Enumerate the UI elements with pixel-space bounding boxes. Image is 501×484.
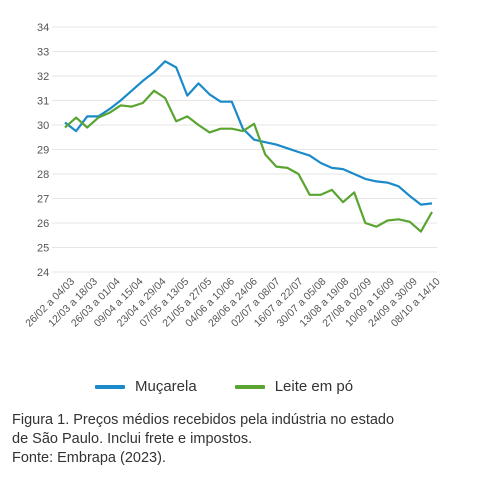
series-line-mucarela [64, 60, 433, 206]
line-chart: 24 25 26 27 28 29 30 31 32 33 34 26/02 a 04/0312/0… [23, 22, 443, 330]
series-line-leite-em-po [64, 89, 433, 233]
y-tick-label: 33 [37, 47, 49, 59]
legend-swatch-mucarela [95, 384, 125, 389]
y-tick-label: 30 [37, 120, 49, 132]
figure-caption: Figura 1. Preços médios recebidos pela i… [12, 411, 492, 468]
y-tick-label: 25 [37, 243, 49, 255]
legend-label-leite-em-po: Leite em pó [274, 378, 354, 395]
y-tick-label: 34 [37, 22, 49, 34]
y-tick-label: 27 [37, 194, 49, 206]
legend-swatch-leite-em-po [234, 384, 265, 389]
y-tick-label: 24 [37, 267, 49, 279]
series-lines [64, 60, 433, 233]
legend-item-leite-em-po: Leite em pó [234, 378, 354, 395]
legend: Muçarela Leite em pó [95, 378, 391, 395]
caption-line-2: de São Paulo. Inclui frete e impostos. [12, 431, 253, 447]
legend-item-mucarela: Muçarela [95, 378, 197, 395]
gridlines [52, 26, 437, 273]
y-tick-label: 28 [37, 169, 49, 181]
caption-line-1: Figura 1. Preços médios recebidos pela i… [12, 412, 395, 428]
caption-line-3: Fonte: Embrapa (2023). [12, 450, 166, 466]
y-tick-label: 29 [37, 145, 49, 157]
y-tick-label: 31 [37, 96, 49, 108]
y-tick-label: 26 [37, 218, 49, 230]
y-tick-label: 32 [37, 71, 49, 83]
legend-label-mucarela: Muçarela [135, 378, 197, 395]
y-axis-tick-labels: 24 25 26 27 28 29 30 31 32 33 34 [37, 22, 49, 279]
